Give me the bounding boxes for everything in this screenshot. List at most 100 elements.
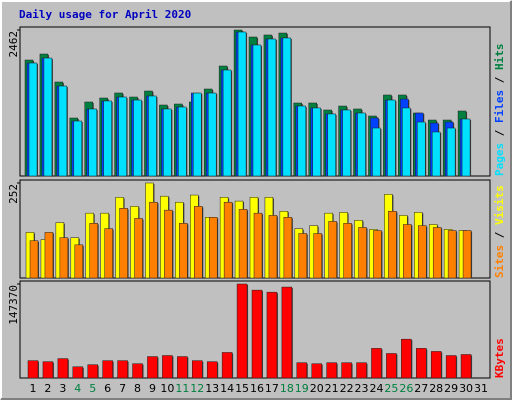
bar — [73, 120, 83, 177]
bar — [164, 209, 173, 279]
bar — [403, 224, 412, 279]
x-tick-label: 28 — [429, 382, 443, 395]
bar — [179, 223, 188, 279]
bar — [386, 353, 397, 379]
bar — [88, 108, 97, 177]
bar — [57, 358, 69, 379]
bar — [236, 283, 248, 379]
bar — [178, 106, 187, 177]
bar — [445, 355, 457, 379]
bar — [58, 85, 68, 177]
bar — [281, 286, 293, 379]
bar — [266, 291, 278, 379]
bar — [208, 217, 218, 279]
bar — [447, 230, 457, 279]
bar — [297, 105, 307, 177]
bar — [162, 355, 173, 379]
bar — [132, 363, 143, 379]
bar — [343, 223, 352, 279]
x-tick-label: 25 — [384, 382, 398, 395]
x-tick-label: 22 — [340, 382, 354, 395]
legend-entry: Sites — [493, 245, 506, 278]
y-tick-label: 2462 — [7, 31, 20, 58]
bar — [102, 360, 113, 379]
y-tick-label: 252 — [7, 184, 20, 204]
bar — [89, 223, 98, 279]
bar — [298, 233, 308, 279]
bar — [221, 352, 233, 379]
x-tick-label: 5 — [89, 382, 96, 395]
bar — [252, 44, 262, 177]
x-tick-label: 31 — [474, 382, 488, 395]
bar — [74, 244, 84, 279]
bar — [104, 228, 113, 279]
bar — [149, 201, 158, 279]
bar — [282, 37, 292, 177]
bar — [193, 92, 202, 177]
legend-separator: / — [493, 70, 506, 90]
bar — [27, 360, 39, 379]
bar — [402, 107, 411, 177]
bar — [134, 218, 143, 279]
bar — [29, 240, 39, 279]
legend: Sites / Visits — [493, 185, 506, 278]
x-tick-label: 12 — [190, 382, 204, 395]
bar — [43, 57, 53, 177]
bar — [238, 209, 248, 279]
bar — [327, 113, 336, 177]
bar — [267, 38, 277, 177]
bar — [387, 99, 396, 177]
y-tick-label: 147370 — [7, 285, 20, 325]
chart-title: Daily usage for April 2020 — [19, 8, 191, 21]
bar — [460, 354, 472, 379]
bar — [118, 96, 127, 177]
bar — [312, 107, 321, 177]
legend-entry: KBytes — [493, 338, 506, 378]
bar — [194, 206, 203, 279]
bar — [28, 62, 38, 177]
legend: Pages / Files / Hits — [493, 44, 506, 177]
bar — [44, 232, 54, 279]
bar — [371, 348, 382, 379]
bar — [296, 362, 308, 379]
bar — [326, 362, 337, 379]
bar — [192, 360, 203, 379]
x-tick-label: 6 — [104, 382, 111, 395]
bar — [268, 215, 278, 279]
x-tick-label: 2 — [44, 382, 51, 395]
bar — [341, 362, 352, 379]
bar — [446, 127, 456, 177]
bar — [253, 212, 263, 279]
bar — [237, 31, 247, 177]
bar — [119, 208, 128, 279]
x-tick-label: 26 — [399, 382, 413, 395]
x-tick-label: 3 — [59, 382, 66, 395]
bar — [148, 95, 157, 177]
bar — [401, 338, 412, 379]
bar — [416, 348, 427, 379]
x-tick-label: 1 — [30, 382, 37, 395]
x-tick-label: 13 — [205, 382, 219, 395]
x-tick-label: 23 — [355, 382, 369, 395]
x-tick-label: 11 — [175, 382, 189, 395]
x-tick-label: 21 — [325, 382, 339, 395]
legend-entry: Files — [493, 90, 506, 123]
bar — [357, 112, 366, 177]
bar — [207, 92, 217, 177]
bar — [87, 364, 98, 379]
bar — [311, 363, 322, 379]
x-tick-label: 27 — [414, 382, 428, 395]
x-tick-label: 17 — [265, 382, 279, 395]
bar — [430, 351, 442, 379]
x-tick-label: 7 — [119, 382, 126, 395]
bar — [251, 289, 263, 379]
x-tick-label: 19 — [295, 382, 309, 395]
bar — [461, 118, 471, 177]
x-tick-label: 9 — [149, 382, 156, 395]
bar — [42, 361, 54, 379]
x-tick-label: 30 — [459, 382, 473, 395]
x-tick-label: 4 — [74, 382, 81, 395]
